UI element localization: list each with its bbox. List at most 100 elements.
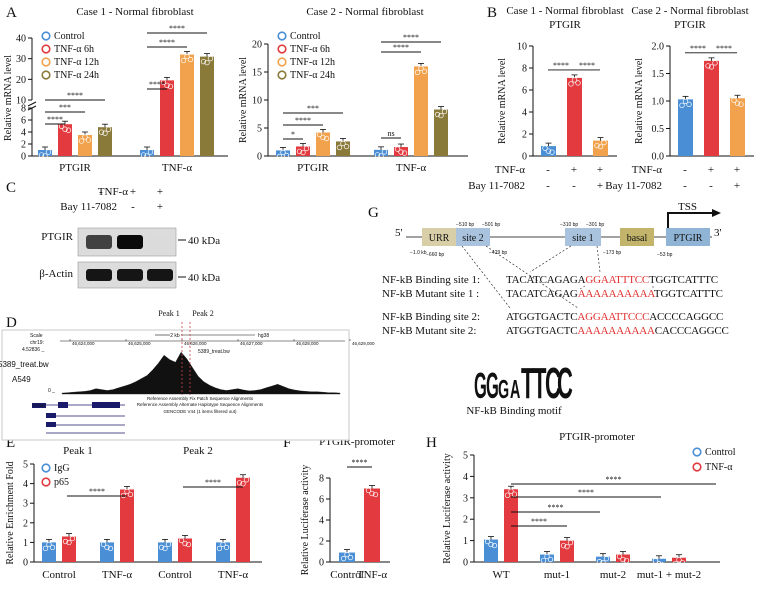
seq-prefix: TACATCAGAG — [506, 288, 578, 300]
data-point — [365, 487, 372, 494]
legend-marker — [277, 44, 287, 54]
data-point — [184, 53, 190, 60]
x-tick-label: TNF-α — [357, 569, 387, 581]
genome-browser-track: Scale chr19: 2 kb hg38 46,624,000 46,625,… — [0, 309, 375, 441]
bar-tnf-0 — [140, 150, 154, 156]
blot-row-label-bay: Bay 11-7082 — [60, 201, 117, 213]
seq-core: GGAATTTCC — [585, 274, 649, 286]
track-genome: hg38 — [258, 333, 269, 339]
blot-mark: - — [99, 186, 103, 198]
data-point — [545, 148, 552, 154]
condition-mark: - — [546, 164, 550, 176]
x-tick-label: mut-1 — [544, 569, 570, 581]
bp-label: −310 bp — [560, 222, 578, 228]
gene-name-box — [32, 403, 46, 408]
y-tick-label: 40 — [16, 34, 26, 45]
y-tick-label: 2 — [21, 140, 26, 151]
significance-label: **** — [690, 44, 706, 53]
y-tick-label: 10 — [252, 96, 262, 107]
blot-mark: + — [130, 186, 136, 198]
panel-label-h: H — [426, 435, 437, 451]
bp-label: −501 bp — [482, 222, 500, 228]
significance-label: **** — [67, 91, 83, 100]
bar-ptgir-3 — [98, 127, 112, 156]
significance-label: **** — [548, 503, 564, 512]
bar-tnf-1 — [560, 540, 574, 562]
significance-label: **** — [159, 38, 175, 47]
seq-core: AGGAATTCCC — [577, 311, 649, 323]
x-tick-label: WT — [492, 569, 509, 581]
y-axis-title: Relative Luciferase activity — [300, 465, 311, 576]
data-point — [65, 127, 72, 133]
y-tick-label: 0 — [21, 152, 26, 163]
bar-1-1 — [394, 147, 408, 156]
data-point — [564, 543, 570, 550]
data-point — [394, 146, 401, 152]
seq-suffix: CACCCAGGCC — [655, 325, 729, 337]
seq-suffix: TGGTCATTTC — [654, 288, 723, 300]
x-tick-label: TNF-α — [102, 569, 132, 581]
data-point — [600, 560, 606, 566]
y-axis-title: Relative mRNA level — [238, 57, 249, 143]
data-point — [620, 556, 626, 563]
legend-label: TNF-α 24h — [54, 70, 99, 81]
significance-label: *** — [59, 103, 71, 112]
condition-mark: + — [571, 164, 577, 176]
condition-mark: - — [683, 180, 687, 192]
significance-label: **** — [393, 43, 409, 52]
data-point — [300, 149, 306, 156]
significance-label: **** — [169, 24, 185, 33]
tss-label: TSS — [678, 201, 697, 213]
bp-label: −1.0 kb — [410, 250, 427, 256]
seq-text: TACATCAGAGAGGAATTTCCTGGTCATTTC — [506, 274, 718, 286]
tss-arrow — [667, 212, 712, 228]
bar-0 — [541, 146, 556, 156]
promoter-diagram: 5' 3' URR site 2 site 1 basal PTGIR TSS … — [382, 201, 729, 417]
y-tick-label: 30 — [16, 54, 26, 65]
y-tick-label: 5 — [23, 460, 28, 471]
y-tick-label: 6 — [21, 116, 26, 127]
data-point — [708, 64, 715, 70]
data-point — [560, 542, 567, 549]
data-point — [567, 539, 574, 546]
bar-tnf-1 — [160, 80, 174, 156]
urr-box — [422, 228, 456, 246]
y-tick-label: 2 — [463, 515, 468, 526]
blot-band-label-actin: β-Actin — [39, 268, 73, 280]
y-tick-label: 4 — [23, 479, 28, 490]
y-tick-label: 4 — [21, 128, 26, 139]
ptgir-box — [666, 228, 710, 246]
significance-label: **** — [578, 488, 594, 497]
legend-label: Control — [290, 31, 321, 42]
site1-connector — [596, 245, 601, 273]
panel-label-e: E — [6, 435, 15, 451]
blot-band — [147, 235, 173, 249]
data-point — [200, 58, 207, 65]
y-axis-title: Relative mRNA level — [3, 55, 14, 141]
motif-letter: G — [486, 366, 499, 406]
legend-marker — [41, 44, 51, 54]
seq-label: NF-kB Mutant site 2: — [382, 325, 476, 337]
bar-control-1 — [540, 554, 554, 562]
bar-1 — [704, 60, 719, 156]
blot-mark: + — [157, 201, 163, 213]
data-point — [488, 541, 494, 548]
condition-mark: - — [683, 164, 687, 176]
blot-mark: + — [157, 186, 163, 198]
motif-letter: C — [557, 360, 573, 408]
condition-mark: + — [734, 164, 740, 176]
gene-name: PTGIR — [33, 403, 45, 408]
data-point — [38, 152, 45, 158]
site2-connector — [485, 245, 579, 309]
y-tick-label: 2 — [23, 518, 28, 529]
data-point — [66, 539, 72, 546]
chart-e-chip: Peak 1 Peak 2 0 1 2 3 4 5 Relative Enrichment Fo… — [5, 445, 262, 581]
data-point — [223, 544, 230, 551]
significance-label: **** — [716, 44, 732, 53]
gene-model: PTGIR — [32, 402, 125, 434]
basal-box — [620, 228, 654, 246]
condition-mark: + — [597, 180, 603, 192]
legend-marker — [41, 57, 51, 67]
track-coord-label: 46,627,000 — [240, 341, 263, 346]
data-point — [124, 488, 130, 495]
